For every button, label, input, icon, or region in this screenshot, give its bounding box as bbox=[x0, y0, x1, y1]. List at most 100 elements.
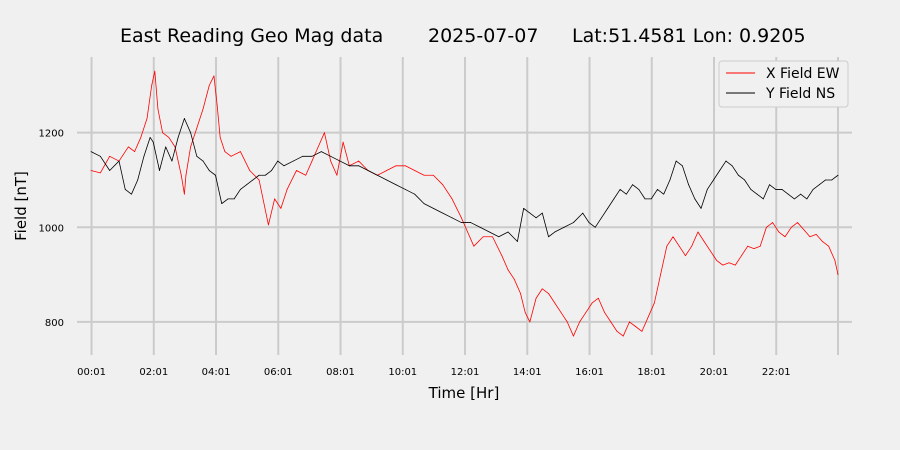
data-point bbox=[675, 160, 677, 162]
data-point bbox=[249, 170, 251, 171]
data-point bbox=[560, 312, 562, 313]
data-point bbox=[778, 231, 780, 233]
data-point bbox=[635, 326, 637, 328]
data-point bbox=[168, 137, 170, 138]
data-point bbox=[143, 155, 145, 157]
data-point bbox=[208, 84, 210, 86]
data-point bbox=[529, 321, 531, 323]
data-point bbox=[208, 170, 210, 171]
x-tick-label: 04:01 bbox=[202, 367, 231, 378]
data-point bbox=[137, 179, 139, 181]
data-point bbox=[219, 137, 221, 138]
data-point bbox=[213, 75, 215, 77]
data-point bbox=[154, 70, 156, 72]
data-point bbox=[753, 248, 755, 249]
x-axis-label: Time [Hr] bbox=[428, 384, 500, 402]
data-point bbox=[700, 207, 702, 209]
data-point bbox=[386, 179, 388, 181]
data-point bbox=[395, 165, 397, 167]
data-point bbox=[131, 193, 132, 195]
data-point bbox=[202, 160, 204, 162]
data-point bbox=[277, 160, 279, 162]
data-point bbox=[183, 118, 185, 119]
data-point bbox=[809, 236, 811, 238]
data-point bbox=[162, 132, 163, 134]
data-point bbox=[240, 151, 241, 153]
data-point bbox=[766, 226, 767, 228]
data-point bbox=[196, 155, 198, 157]
data-point bbox=[442, 212, 444, 214]
data-point bbox=[414, 170, 416, 171]
data-point bbox=[554, 231, 556, 233]
data-point bbox=[230, 155, 232, 157]
grid bbox=[77, 57, 852, 355]
data-point bbox=[529, 212, 531, 214]
data-point bbox=[647, 316, 649, 318]
data-point bbox=[573, 222, 574, 223]
x-tick-label: 00:01 bbox=[77, 367, 106, 378]
data-point bbox=[750, 189, 752, 190]
y-tick-label: 1200 bbox=[39, 129, 64, 140]
data-point bbox=[803, 229, 805, 231]
data-point bbox=[517, 241, 518, 242]
data-point bbox=[837, 174, 839, 176]
data-point bbox=[709, 250, 711, 252]
data-point bbox=[597, 297, 599, 299]
data-point bbox=[585, 312, 587, 313]
data-point bbox=[535, 217, 537, 219]
data-point bbox=[610, 321, 612, 323]
data-point bbox=[280, 207, 282, 209]
data-point bbox=[140, 137, 142, 138]
data-point bbox=[395, 184, 397, 186]
data-point bbox=[563, 226, 565, 228]
data-point bbox=[632, 184, 633, 186]
data-point bbox=[616, 330, 618, 332]
data-point bbox=[432, 207, 434, 209]
data-point bbox=[134, 151, 135, 153]
data-point bbox=[775, 189, 777, 190]
data-point bbox=[151, 84, 153, 86]
data-point bbox=[258, 174, 260, 176]
data-point bbox=[330, 160, 332, 162]
data-point bbox=[296, 170, 297, 171]
data-point bbox=[489, 231, 490, 233]
y-tick-labels: 800 1000 1200 bbox=[39, 129, 64, 329]
data-point bbox=[305, 174, 307, 176]
data-point bbox=[124, 189, 126, 190]
data-point bbox=[451, 198, 453, 200]
data-point bbox=[554, 302, 556, 304]
data-point bbox=[638, 189, 640, 190]
data-point bbox=[246, 184, 248, 186]
x-tick-label: 16:01 bbox=[575, 367, 604, 378]
data-point bbox=[432, 174, 434, 176]
data-point bbox=[678, 245, 680, 247]
data-point bbox=[582, 212, 584, 214]
data-point bbox=[507, 269, 509, 271]
data-point bbox=[320, 151, 322, 153]
data-point bbox=[734, 264, 736, 266]
data-point bbox=[336, 174, 338, 176]
data-point bbox=[818, 184, 820, 186]
data-point bbox=[339, 160, 341, 162]
data-point bbox=[342, 141, 344, 143]
data-point bbox=[759, 245, 761, 247]
chart-title-name: East Reading Geo Mag data bbox=[120, 25, 383, 47]
data-point bbox=[90, 170, 92, 171]
data-point bbox=[520, 293, 521, 294]
data-point bbox=[423, 174, 425, 176]
data-point bbox=[227, 198, 229, 200]
data-point bbox=[386, 170, 388, 171]
data-point bbox=[831, 179, 833, 181]
data-point bbox=[644, 198, 646, 200]
data-point bbox=[663, 193, 665, 195]
data-point bbox=[252, 179, 254, 181]
data-point bbox=[681, 165, 683, 167]
data-point bbox=[697, 231, 699, 233]
data-point bbox=[190, 132, 192, 134]
data-point bbox=[99, 155, 101, 157]
data-point bbox=[523, 207, 525, 209]
data-point bbox=[180, 174, 182, 176]
data-point bbox=[541, 288, 543, 290]
data-point bbox=[358, 160, 360, 162]
x-tick-label: 22:01 bbox=[762, 367, 791, 378]
